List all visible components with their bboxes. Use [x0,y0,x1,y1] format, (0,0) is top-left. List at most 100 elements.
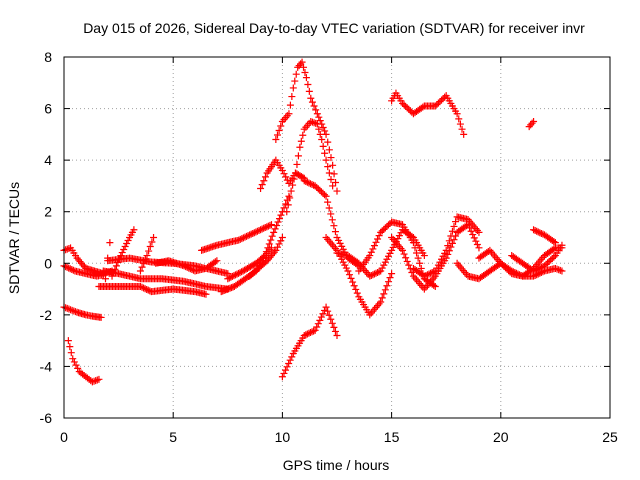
data-point-interp [92,377,100,385]
data-point-interp [338,242,346,250]
data-point-interp [327,175,335,183]
data-point-interp [277,122,285,130]
data-point-interp [545,257,553,265]
data-point-interp [282,173,290,181]
series-trace-12 [198,221,275,254]
data-point-interp [186,265,194,273]
data-point [530,267,538,275]
data-point-interp [277,237,285,245]
data-point-interp [252,228,260,236]
data-point [278,166,286,174]
data-point-interp [258,225,266,233]
data-point-interp [291,77,299,85]
data-point-interp [319,310,327,318]
data-point-interp [555,266,563,274]
data-point [322,303,330,311]
data-point-interp [63,304,71,312]
data-point-interp [331,327,339,335]
data-point [224,275,232,283]
y-tick-label: 2 [44,204,52,220]
data-point-interp [306,329,314,337]
data-point-interp [324,163,332,171]
series-trace-25 [409,213,483,280]
data-point-interp [231,271,239,279]
series-trace-08 [108,226,138,280]
data-point-interp [274,218,282,226]
data-point-interp [182,263,190,271]
data-point-interp [448,227,456,235]
data-point-interp [90,377,98,385]
data-point-interp [484,247,492,255]
data-point-interp [290,175,298,183]
series-trace-07 [95,282,210,298]
data-point-interp [381,258,389,266]
data-point-interp [264,222,272,230]
series-trace-06 [99,267,232,293]
data-point-interp [247,230,255,238]
data-point-interp [439,252,447,260]
data-point-interp [509,268,517,276]
chart-title: Day 015 of 2026, Sidereal Day-to-day VTE… [83,20,585,36]
data-point-interp [306,180,314,188]
data-point-interp [268,232,276,240]
data-point-interp [372,238,380,246]
data-point-interp [305,179,313,187]
data-point-interp [263,223,271,231]
data-point-interp [342,264,350,272]
data-point-interp [71,308,79,316]
data-point-interp [308,118,316,126]
data-point [143,252,151,260]
data-point-interp [374,235,382,243]
data-point-interp [299,173,307,181]
data-point-interp [378,227,386,235]
data-point-interp [339,258,347,266]
data-point-interp [321,127,329,135]
data-point-interp [255,227,263,235]
data-point-interp [419,103,427,111]
data-point-interp [375,232,383,240]
data-point-interp [512,269,520,277]
data-point-interp [402,254,410,262]
x-tick-label: 15 [384,429,400,445]
data-point-interp [227,273,235,281]
data-point-interp [319,142,327,150]
data-point [104,254,112,262]
data-point-interp [414,254,422,262]
data-point-interp [386,274,394,282]
data-point-interp [553,265,561,273]
data-point [377,298,385,306]
data-point [322,156,330,164]
data-point [307,94,315,102]
data-point [551,264,559,272]
data-point [285,110,293,118]
data-point-interp [330,222,338,230]
data-point-interp [386,220,394,228]
data-point-interp [378,264,386,272]
data-point-interp [292,70,300,78]
data-point [508,267,516,275]
data-point [106,239,114,247]
data-point-interp [308,328,316,336]
data-point-interp [261,224,269,232]
data-point-interp [230,272,238,280]
data-point-interp [286,101,294,109]
data-point-interp [143,285,151,293]
data-point-interp [243,232,251,240]
data-point-interp [111,265,119,273]
data-point-interp [273,131,281,139]
data-point-interp [275,215,283,223]
data-point-interp [238,268,246,276]
data-point-interp [62,246,70,254]
data-point [329,161,337,169]
data-point-interp [93,376,101,384]
data-point [377,228,385,236]
data-point [431,282,439,290]
data-point-interp [534,265,542,273]
data-point [344,267,352,275]
data-point [311,182,319,190]
series-trace-15 [246,234,286,280]
data-point-interp [188,266,196,274]
data-point-interp [370,270,378,278]
data-point-interp [433,264,441,272]
data-point-interp [372,269,380,277]
